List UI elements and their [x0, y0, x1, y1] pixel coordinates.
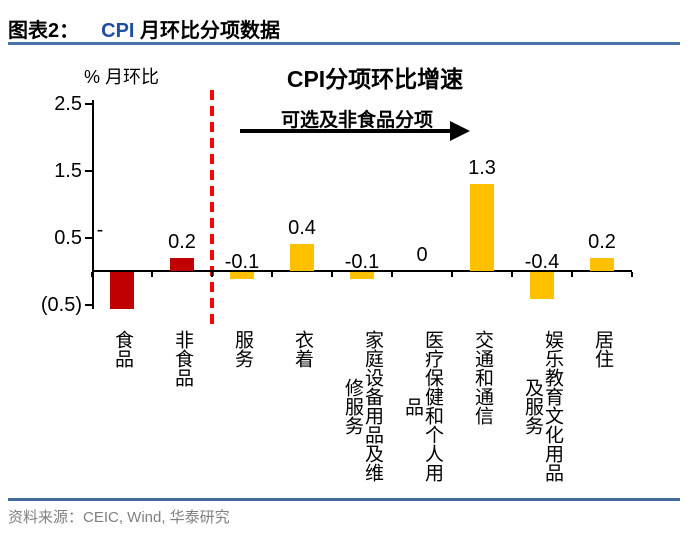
x-axis-tick [271, 272, 273, 277]
category-label-column: 修服务 [342, 377, 363, 435]
annotation-arrow-line [240, 129, 452, 133]
category-label-column: 娱乐教育文化用品 [542, 330, 563, 482]
value-label: 0.2 [168, 230, 196, 253]
category-label-column: 品 [402, 396, 423, 416]
source-text: 资料来源：CEIC, Wind, 华泰研究 [8, 509, 230, 526]
category-label-居住: 居住 [592, 330, 613, 368]
category-label-column: 医疗保健和个人用 [422, 330, 443, 482]
x-axis-tick [631, 272, 633, 277]
y-axis-tick [85, 169, 92, 172]
figure-number-label: 图表2： [8, 20, 80, 42]
value-label: 0.2 [588, 230, 616, 253]
bar-交通和通信 [470, 183, 494, 271]
annotation-arrow-head-icon [450, 121, 470, 141]
bar-非食品 [170, 257, 194, 271]
category-label-交通和通信: 交通和通信 [472, 330, 493, 425]
chart-title: CPI分项环比增速 [286, 66, 464, 92]
category-label-服务: 服务 [232, 330, 253, 368]
y-axis-tick [85, 102, 92, 105]
category-label-非食品: 非食品 [172, 330, 193, 387]
value-label: -0.4 [524, 251, 560, 273]
category-label-食品: 食品 [112, 330, 133, 368]
category-label-column: 食品 [112, 330, 133, 368]
category-label-医疗保健和个人用品: 医疗保健和个人用品 [402, 330, 443, 482]
header-rule [8, 42, 680, 45]
x-axis-tick [91, 272, 93, 277]
x-axis-tick [451, 272, 453, 277]
category-label-column: 服务 [232, 330, 253, 368]
value-label: - [96, 219, 104, 241]
y-axis-line [92, 100, 94, 309]
bar-家庭设备用品及维修服务 [350, 272, 374, 279]
y-axis-unit-label: % 月环比 [84, 67, 160, 87]
x-axis-tick [391, 272, 393, 277]
category-label-column: 交通和通信 [472, 330, 493, 425]
value-label: 0 [416, 244, 428, 266]
category-label-娱乐教育文化用品及服务: 娱乐教育文化用品 及服务 [522, 330, 563, 482]
x-axis-tick [151, 272, 153, 277]
x-axis-tick [571, 272, 573, 277]
category-label-column: 家庭设备用品及维 [362, 330, 383, 482]
category-label-column: 及服务 [522, 377, 543, 435]
value-label: -0.1 [344, 251, 380, 273]
value-label: 0.4 [288, 217, 316, 240]
y-axis-tick-label: 1.5 [54, 159, 82, 182]
x-axis-line [92, 270, 632, 272]
value-label: 1.3 [468, 156, 496, 179]
y-axis-tick-label: (0.5) [40, 293, 82, 316]
category-label-column: 居住 [592, 330, 613, 368]
bar-娱乐教育文化用品及服务 [530, 272, 554, 299]
footer-rule [8, 498, 680, 501]
x-axis-tick [331, 272, 333, 277]
figure-title-cpi: CPI [101, 20, 135, 42]
x-axis-tick [511, 272, 513, 277]
annotation-text: 可选及非食品分项 [280, 110, 433, 131]
y-axis-tick-label: 0.5 [54, 226, 82, 249]
y-axis-tick-label: 2.5 [54, 92, 82, 115]
category-label-家庭设备用品及维修服务: 家庭设备用品及维 修服务 [342, 330, 383, 482]
category-label-column: 衣着 [292, 330, 313, 368]
y-axis-tick [85, 303, 92, 306]
food-nonfood-separator-line [210, 90, 214, 330]
y-axis-tick [85, 236, 92, 239]
bar-食品 [110, 272, 134, 309]
x-axis-tick [211, 272, 213, 277]
bar-服务 [230, 272, 254, 279]
value-label: -0.1 [224, 251, 260, 273]
figure-title-text: 月环比分项数据 [134, 20, 281, 42]
category-label-column: 非食品 [172, 330, 193, 387]
bar-居住 [590, 257, 614, 271]
bar-衣着 [290, 244, 314, 271]
figure-header: 图表2： CPI 月环比分项数据 [8, 14, 280, 43]
category-label-衣着: 衣着 [292, 330, 313, 368]
